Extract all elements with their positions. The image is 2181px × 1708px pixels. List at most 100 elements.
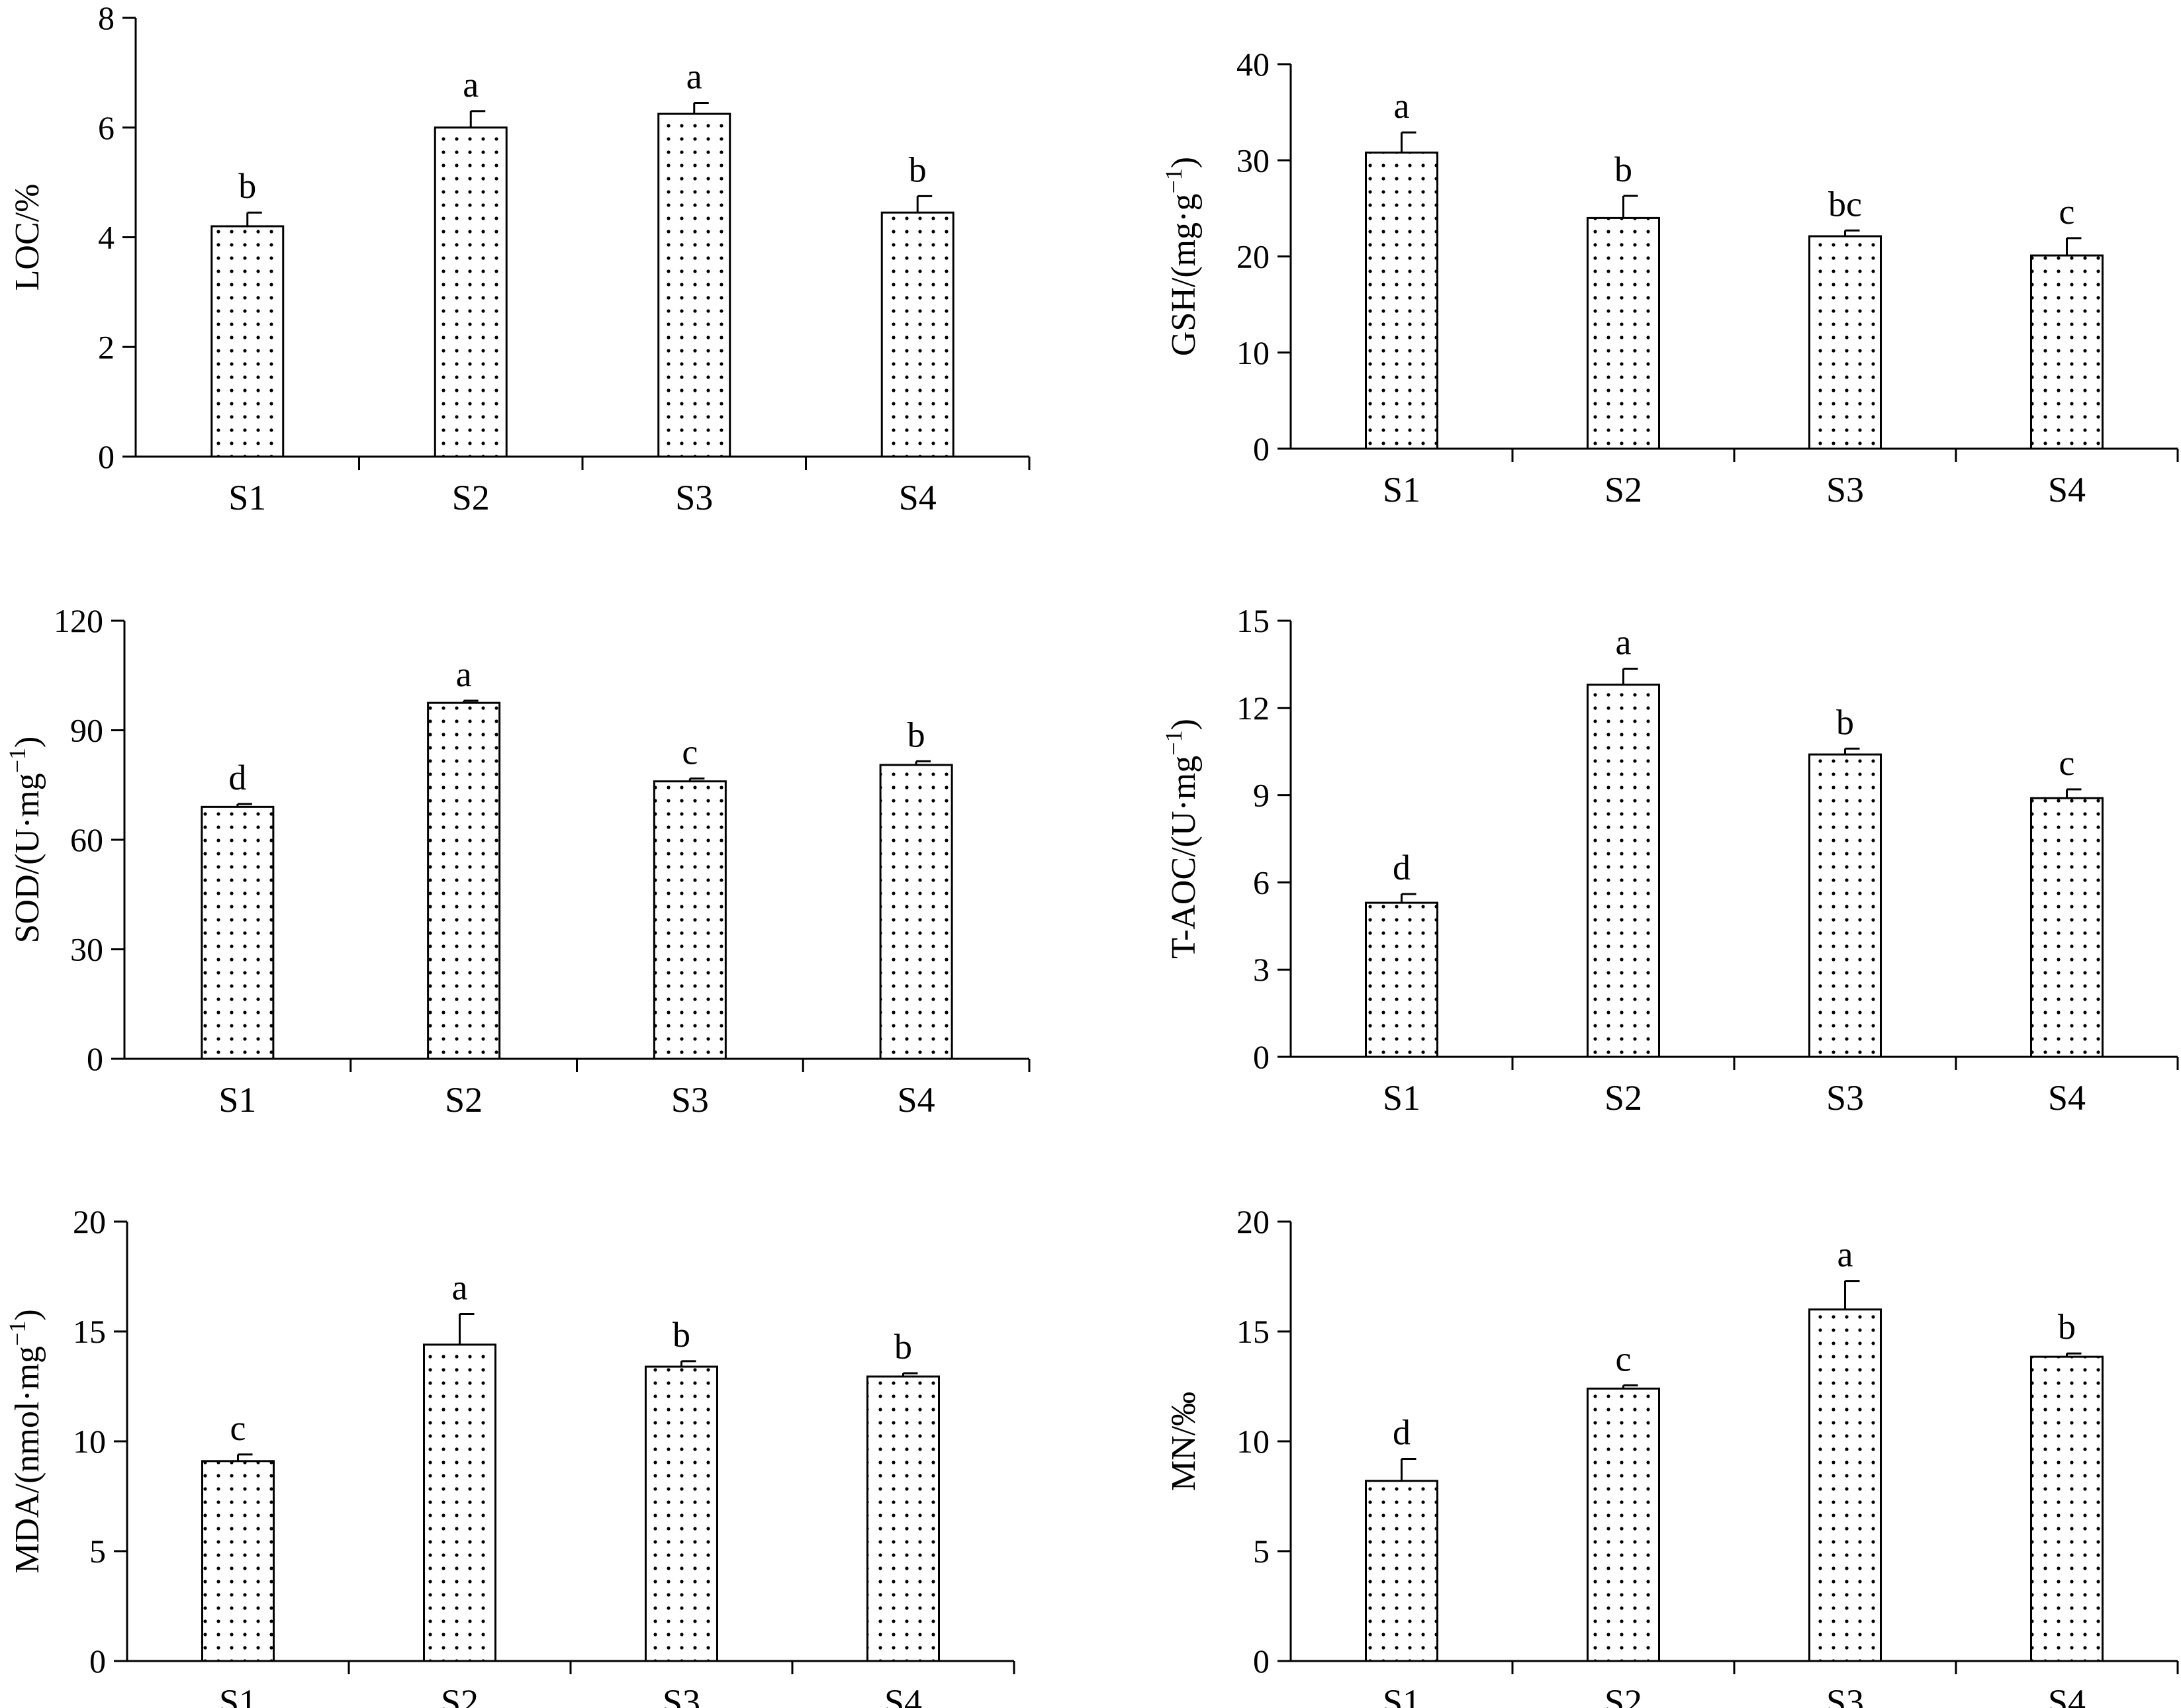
significance-label: c — [2059, 743, 2075, 783]
bar-S4 — [2030, 254, 2104, 450]
bar-S4 — [2030, 1355, 2104, 1662]
y-axis-title-main: GSH/(mg·g — [1165, 194, 1203, 357]
significance-label: a — [686, 56, 702, 96]
significance-label: b — [1614, 150, 1632, 189]
x-tick-label: S1 — [1383, 470, 1420, 510]
significance-label: c — [2059, 192, 2075, 232]
significance-label: c — [682, 732, 698, 772]
significance-label: a — [463, 65, 479, 105]
y-axis-title: T-AOC/(U·mg−1) — [1160, 719, 1203, 959]
x-tick-label: S2 — [441, 1682, 479, 1708]
y-tick-label: 15 — [1236, 1313, 1270, 1350]
chart-panel-3: 0 30 60 90 120 d S1 a S2 c S3 b S4 SOD/(U·mg−1) — [4, 602, 1031, 1120]
y-tick-label: 5 — [1253, 1533, 1270, 1570]
x-tick-label: S4 — [899, 478, 937, 517]
y-axis-title-main: MDA/(nmol·mg — [9, 1346, 46, 1574]
bar-S1 — [201, 805, 275, 1060]
y-tick-label: 15 — [73, 1313, 106, 1350]
x-tick-label: S3 — [1826, 470, 1864, 510]
y-axis-title-tail: ) — [1165, 719, 1203, 730]
bar-S4 — [879, 764, 953, 1060]
bar-S2 — [423, 1343, 496, 1662]
x-tick-label: S2 — [452, 478, 490, 517]
y-axis-title: MN/‰ — [1165, 1392, 1203, 1491]
bar-S2 — [1587, 216, 1660, 450]
x-tick-label: S2 — [445, 1080, 483, 1120]
x-tick-label: S3 — [671, 1080, 709, 1120]
x-tick-label: S2 — [1604, 1078, 1642, 1118]
chart-panel-1: 0 2 4 6 8 b S1 a S2 a S3 b S4 LOC/% — [9, 0, 1031, 517]
bar-S4 — [880, 211, 954, 458]
significance-label: b — [238, 166, 256, 206]
significance-label: bc — [1828, 184, 1862, 224]
y-axis-title-main: MN/‰ — [1165, 1392, 1203, 1491]
significance-label: d — [1393, 848, 1411, 887]
y-tick-label: 30 — [1236, 142, 1270, 179]
y-tick-label: 40 — [1236, 46, 1270, 83]
x-tick-label: S4 — [884, 1682, 922, 1708]
chart-panel-6: 0 5 10 15 20 d S1 c S2 a S3 b S4 MN/‰ — [1165, 1203, 2179, 1708]
bar-S3 — [645, 1365, 718, 1662]
significance-label: d — [228, 758, 246, 797]
significance-label: a — [1837, 1235, 1853, 1275]
x-tick-label: S4 — [2048, 1682, 2086, 1708]
bar-S4 — [2030, 797, 2104, 1058]
y-axis-title: GSH/(mg·g−1) — [1160, 157, 1203, 356]
chart-panel-4: 0 3 6 9 12 15 d S1 a S2 b S3 c S4 T-AOC/(U·mg−1) — [1160, 602, 2179, 1118]
y-tick-label: 2 — [98, 328, 115, 365]
x-tick-label: S2 — [1604, 1682, 1642, 1708]
y-tick-label: 4 — [98, 219, 115, 256]
y-tick-label: 20 — [73, 1203, 106, 1240]
y-axis-title-tail: ) — [9, 1309, 46, 1320]
significance-label: b — [907, 715, 925, 754]
bar-S2 — [1587, 684, 1660, 1058]
bar-S3 — [1808, 753, 1882, 1058]
y-tick-label: 12 — [1236, 690, 1270, 727]
x-tick-label: S1 — [1383, 1078, 1420, 1118]
y-tick-label: 0 — [1253, 1642, 1270, 1680]
y-tick-label: 0 — [87, 1040, 103, 1077]
chart-panel-5: 0 5 10 15 20 c S1 a S2 b S3 b S4 MDA/(nmol·mg−1) — [4, 1203, 1015, 1708]
y-tick-label: 10 — [73, 1423, 106, 1460]
y-axis-title-superscript: −1 — [1160, 730, 1187, 755]
x-tick-label: S4 — [2048, 470, 2086, 510]
significance-label: b — [2058, 1307, 2076, 1347]
y-tick-label: 0 — [1253, 1038, 1270, 1075]
y-tick-label: 15 — [1236, 602, 1270, 639]
significance-label: a — [1616, 622, 1632, 662]
y-tick-label: 6 — [98, 109, 115, 146]
significance-label: b — [894, 1327, 912, 1367]
significance-label: a — [1394, 86, 1410, 126]
y-tick-label: 10 — [1236, 334, 1270, 371]
significance-label: a — [452, 1267, 468, 1307]
y-tick-label: 8 — [98, 0, 115, 36]
y-tick-label: 0 — [1253, 430, 1270, 467]
x-tick-label: S4 — [898, 1080, 935, 1120]
y-axis-title-main: T-AOC/(U·mg — [1165, 756, 1203, 959]
bar-S1 — [201, 1460, 275, 1662]
y-axis-title-superscript: −1 — [1160, 168, 1187, 193]
y-axis-title-main: LOC/% — [9, 184, 46, 291]
x-tick-label: S1 — [218, 1080, 256, 1120]
y-axis-title-superscript: −1 — [4, 748, 30, 773]
x-tick-label: S2 — [1604, 470, 1642, 510]
y-tick-label: 0 — [89, 1642, 106, 1680]
bar-S1 — [210, 225, 285, 458]
y-tick-label: 60 — [70, 821, 103, 858]
bar-S3 — [653, 780, 727, 1060]
bar-S2 — [427, 701, 501, 1060]
x-tick-label: S4 — [2048, 1078, 2086, 1118]
bar-S1 — [1365, 1480, 1438, 1662]
significance-label: d — [1393, 1413, 1411, 1453]
y-tick-label: 20 — [1236, 238, 1270, 275]
y-tick-label: 3 — [1253, 951, 1270, 988]
bar-S2 — [434, 126, 508, 458]
bar-S3 — [1808, 235, 1882, 450]
x-tick-label: S3 — [675, 478, 713, 517]
bar-S4 — [866, 1375, 940, 1662]
y-axis-title-superscript: −1 — [4, 1321, 30, 1346]
bar-S1 — [1365, 152, 1438, 450]
significance-label: c — [1616, 1339, 1632, 1378]
y-tick-label: 0 — [98, 438, 115, 475]
